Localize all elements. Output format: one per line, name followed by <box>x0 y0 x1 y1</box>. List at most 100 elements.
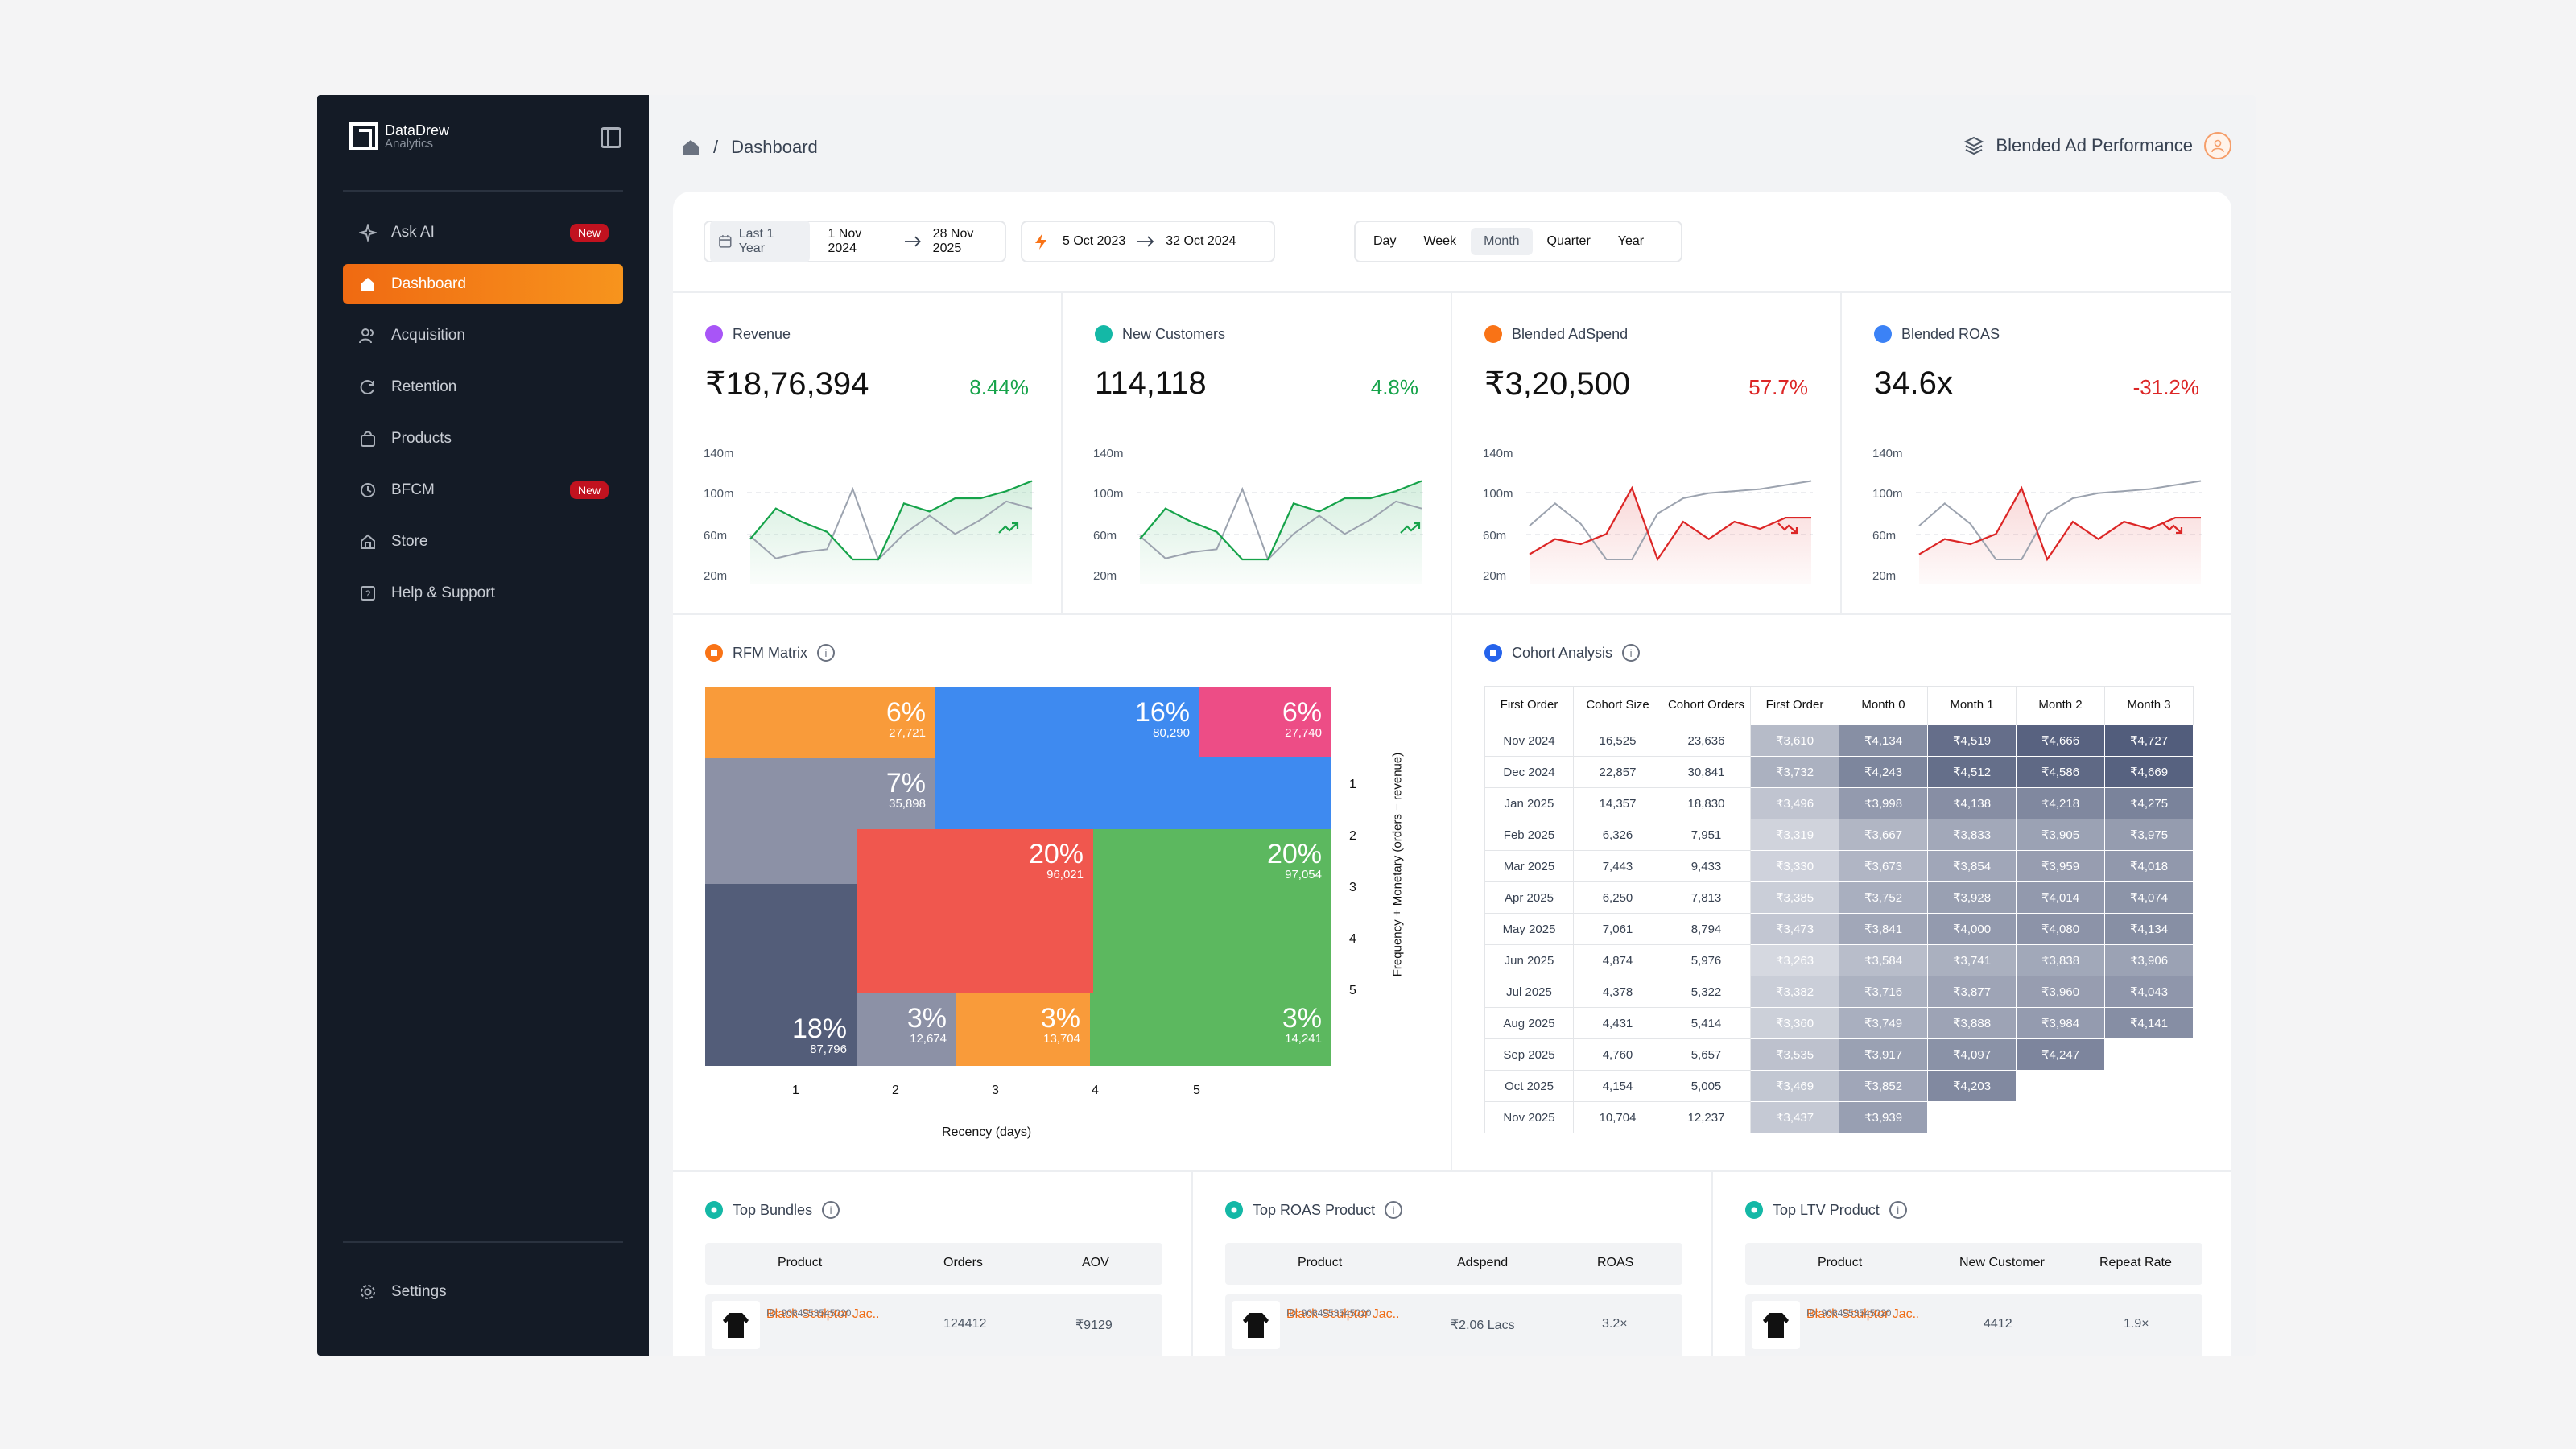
heatmap-cell[interactable]: ₹3,584 <box>1839 944 1928 976</box>
heatmap-cell[interactable]: ₹4,218 <box>2016 787 2105 819</box>
info-icon[interactable]: i <box>1385 1201 1403 1219</box>
heatmap-cell[interactable]: ₹3,917 <box>1839 1038 1928 1071</box>
date-range-picker[interactable]: Last 1 Year 1 Nov 2024 28 Nov 2025 <box>704 221 1006 262</box>
table-row[interactable]: Black Sculptor Jac.. ID: 9064953545020 4… <box>1745 1294 2202 1356</box>
heatmap-cell[interactable]: ₹4,203 <box>1927 1070 2017 1102</box>
col-header[interactable]: New Customer <box>1959 1256 2045 1269</box>
heatmap-cell[interactable]: ₹3,667 <box>1839 819 1928 851</box>
heatmap-cell[interactable]: ₹4,080 <box>2016 913 2105 945</box>
heatmap-cell[interactable]: ₹4,275 <box>2104 787 2194 819</box>
heatmap-cell[interactable]: ₹3,319 <box>1750 819 1839 851</box>
heatmap-cell[interactable]: ₹4,043 <box>2104 976 2194 1008</box>
col-header[interactable]: First Order <box>1750 686 1839 725</box>
info-icon[interactable]: i <box>817 644 835 662</box>
sidebar-item-acquisition[interactable]: Acquisition <box>343 316 623 356</box>
col-header[interactable]: Product <box>1818 1256 1863 1269</box>
heatmap-cell[interactable]: ₹4,014 <box>2016 881 2105 914</box>
table-row[interactable]: Black Sculptor Jac.. ID: 9064953545020 1… <box>705 1294 1162 1356</box>
heatmap-cell[interactable]: ₹4,097 <box>1927 1038 2017 1071</box>
heatmap-cell[interactable]: ₹3,960 <box>2016 976 2105 1008</box>
col-header[interactable]: Month 0 <box>1839 686 1928 725</box>
col-header[interactable]: AOV <box>1082 1256 1109 1269</box>
heatmap-cell[interactable]: ₹4,074 <box>2104 881 2194 914</box>
heatmap-cell[interactable]: ₹3,905 <box>2016 819 2105 851</box>
heatmap-cell[interactable]: ₹3,535 <box>1750 1038 1839 1071</box>
heatmap-cell[interactable]: ₹3,360 <box>1750 1007 1839 1039</box>
col-header[interactable]: Month 3 <box>2104 686 2194 725</box>
table-row[interactable]: Black Sculptor Jac.. ID: 9064953545020 ₹… <box>1225 1294 1682 1356</box>
heatmap-cell[interactable]: ₹3,833 <box>1927 819 2017 851</box>
col-header[interactable]: ROAS <box>1597 1256 1634 1269</box>
heatmap-cell[interactable]: ₹3,852 <box>1839 1070 1928 1102</box>
heatmap-cell[interactable]: ₹4,141 <box>2104 1007 2194 1039</box>
heatmap-cell[interactable]: ₹3,984 <box>2016 1007 2105 1039</box>
brand-logo[interactable]: DataDrew Analytics <box>349 122 449 150</box>
info-icon[interactable]: i <box>1889 1201 1907 1219</box>
heatmap-cell[interactable]: ₹3,841 <box>1839 913 1928 945</box>
heatmap-cell[interactable]: ₹3,975 <box>2104 819 2194 851</box>
heatmap-cell[interactable]: ₹3,437 <box>1750 1101 1839 1133</box>
heatmap-cell[interactable]: ₹3,928 <box>1927 881 2017 914</box>
compare-range-picker[interactable]: 5 Oct 2023 32 Oct 2024 <box>1021 221 1275 262</box>
heatmap-cell[interactable]: ₹3,854 <box>1927 850 2017 882</box>
heatmap-cell[interactable]: ₹3,496 <box>1750 787 1839 819</box>
product-name[interactable]: Black Sculptor Jac.. <box>1286 1307 1400 1321</box>
ad-performance-link[interactable]: Blended Ad Performance <box>1963 132 2231 159</box>
rfm-cell[interactable]: 20% 96,021 <box>857 829 1093 993</box>
col-header[interactable]: Repeat Rate <box>2099 1256 2172 1269</box>
heatmap-cell[interactable]: ₹3,838 <box>2016 944 2105 976</box>
heatmap-cell[interactable]: ₹3,330 <box>1750 850 1839 882</box>
heatmap-cell[interactable]: ₹3,469 <box>1750 1070 1839 1102</box>
sidebar-item-retention[interactable]: Retention <box>343 367 623 407</box>
sidebar-item-dashboard[interactable]: Dashboard <box>343 264 623 304</box>
product-name[interactable]: Black Sculptor Jac.. <box>766 1307 880 1321</box>
heatmap-cell[interactable]: ₹4,669 <box>2104 756 2194 788</box>
heatmap-cell[interactable]: ₹3,263 <box>1750 944 1839 976</box>
col-header[interactable]: First Order <box>1484 686 1574 725</box>
rfm-cell[interactable]: 16% 80,290 <box>935 687 1199 829</box>
heatmap-cell[interactable]: ₹4,586 <box>2016 756 2105 788</box>
heatmap-cell[interactable]: ₹4,134 <box>1839 724 1928 757</box>
rfm-cell[interactable]: 3% 14,241 <box>1090 993 1331 1066</box>
heatmap-cell[interactable]: ₹3,385 <box>1750 881 1839 914</box>
heatmap-cell[interactable]: ₹4,243 <box>1839 756 1928 788</box>
granularity-month[interactable]: Month <box>1471 228 1533 255</box>
kpi-card-roas[interactable]: Blended ROAS 34.6x -31.2% 140m 100m 60m 20m <box>1842 293 2231 615</box>
rfm-cell[interactable]: 6% 27,740 <box>1199 687 1331 757</box>
heatmap-cell[interactable]: ₹3,716 <box>1839 976 1928 1008</box>
product-name[interactable]: Black Sculptor Jac.. <box>1806 1307 1920 1321</box>
heatmap-cell[interactable]: ₹4,727 <box>2104 724 2194 757</box>
col-header[interactable]: Month 2 <box>2016 686 2105 725</box>
heatmap-cell[interactable]: ₹3,732 <box>1750 756 1839 788</box>
avatar[interactable] <box>2204 132 2231 159</box>
heatmap-cell[interactable]: ₹3,998 <box>1839 787 1928 819</box>
granularity-quarter[interactable]: Quarter <box>1546 234 1591 248</box>
col-header[interactable]: Cohort Orders <box>1662 686 1751 725</box>
heatmap-cell[interactable]: ₹3,939 <box>1839 1101 1928 1133</box>
kpi-card-new-customers[interactable]: New Customers 114,118 4.8% 140m 100m 60m 20… <box>1063 293 1452 615</box>
sidebar-item-store[interactable]: Store <box>343 522 623 562</box>
col-header[interactable]: Product <box>1298 1256 1343 1269</box>
heatmap-cell[interactable]: ₹4,666 <box>2016 724 2105 757</box>
heatmap-cell[interactable]: ₹3,959 <box>2016 850 2105 882</box>
heatmap-cell[interactable]: ₹3,877 <box>1927 976 2017 1008</box>
heatmap-cell[interactable]: ₹4,138 <box>1927 787 2017 819</box>
rfm-cell[interactable]: 3% 13,704 <box>956 993 1090 1066</box>
heatmap-cell[interactable]: ₹3,752 <box>1839 881 1928 914</box>
heatmap-cell[interactable]: ₹3,888 <box>1927 1007 2017 1039</box>
col-header[interactable]: Orders <box>943 1256 983 1269</box>
granularity-year[interactable]: Year <box>1617 234 1645 248</box>
col-header[interactable]: Month 1 <box>1927 686 2017 725</box>
heatmap-cell[interactable]: ₹4,247 <box>2016 1038 2105 1071</box>
heatmap-cell[interactable]: ₹4,018 <box>2104 850 2194 882</box>
preset-chip[interactable]: Last 1 Year <box>710 221 811 262</box>
heatmap-cell[interactable]: ₹3,610 <box>1750 724 1839 757</box>
sidebar-item-ask-ai[interactable]: Ask AI New <box>343 213 623 253</box>
heatmap-cell[interactable]: ₹3,906 <box>2104 944 2194 976</box>
rfm-cell[interactable]: 6% 27,721 <box>705 687 935 758</box>
rfm-cell[interactable]: 18% 87,796 <box>705 884 857 1066</box>
sidebar-item-settings[interactable]: Settings <box>343 1272 623 1312</box>
home-icon[interactable] <box>681 138 700 157</box>
granularity-week[interactable]: Week <box>1423 234 1457 248</box>
heatmap-cell[interactable]: ₹4,000 <box>1927 913 2017 945</box>
